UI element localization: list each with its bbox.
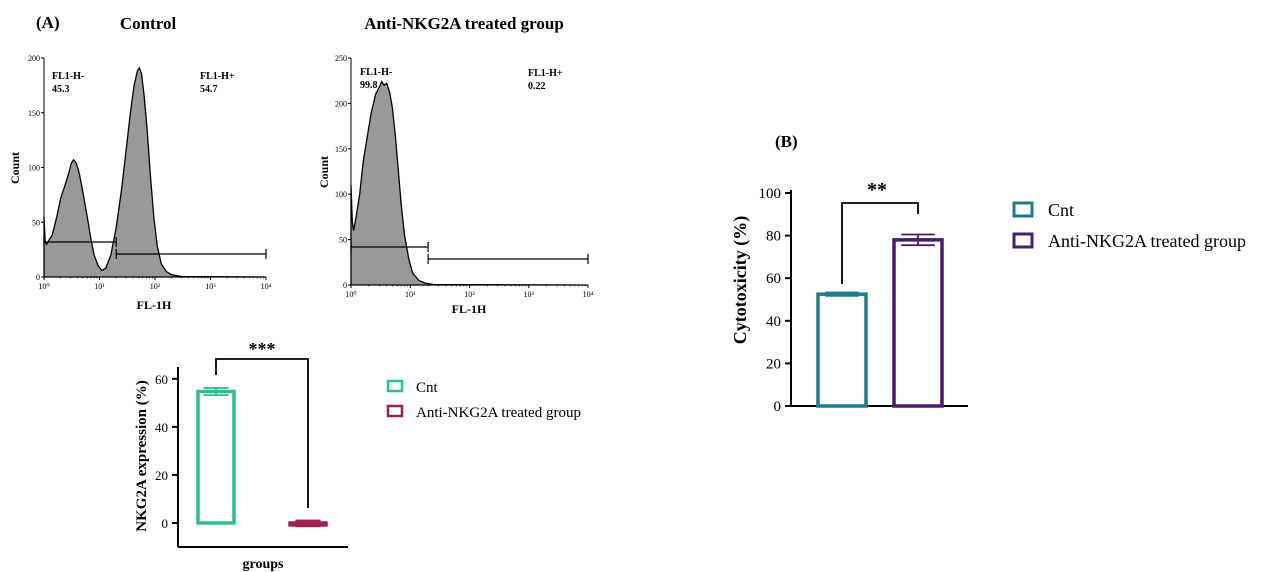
y-tick-label: 40 (155, 420, 168, 435)
x-tick-label: 10² (464, 290, 475, 299)
hist1-gate-pos-value: 54.7 (200, 84, 218, 95)
legend-label-treated: Anti-NKG2A treated group (416, 405, 581, 421)
x-tick-label: 10³ (524, 290, 535, 299)
panel-a-label: (A) (36, 13, 60, 32)
x-tick-label: 10³ (205, 282, 216, 291)
y-tick-label: 100 (28, 164, 40, 173)
legend2-label-treated: Anti-NKG2A treated group (1048, 231, 1246, 251)
treated-histogram: Anti-NKG2A treated group FL1-H- 99.8 FL1… (317, 14, 594, 316)
y-tick-label: 80 (766, 229, 781, 245)
x-tick-label: 10⁰ (38, 282, 49, 291)
y-tick-label: 150 (28, 109, 40, 118)
bar2-ylabel: Cytotoxicity (%) (730, 216, 751, 344)
y-tick-label: 200 (28, 54, 40, 63)
hist2-xlabel: FL-1H (452, 302, 487, 316)
bar2-significance: ** (867, 179, 887, 201)
x-tick-label: 10² (150, 282, 161, 291)
y-tick-label: 50 (339, 236, 347, 245)
bar1-significance: *** (249, 339, 276, 359)
y-tick-label: 0 (162, 516, 169, 531)
y-tick-label: 60 (766, 271, 781, 287)
y-tick-label: 100 (759, 186, 782, 202)
bar (892, 238, 944, 408)
hist2-gate-pos-value: 0.22 (528, 81, 546, 92)
y-tick-label: 100 (335, 190, 347, 199)
hist2-gate-neg-value: 99.8 (360, 80, 378, 91)
control-histogram: Control FL1-H- 45.3 FL1-H+ 54.7 FL-1H Co… (8, 14, 272, 312)
y-tick-label: 50 (32, 218, 40, 227)
y-tick-label: 0 (36, 273, 40, 282)
x-tick-label: 10¹ (94, 282, 105, 291)
legend2-swatch-treated (1012, 232, 1034, 249)
hist2-gate-pos-name: FL1-H+ (528, 68, 563, 79)
bar1-xlabel: groups (243, 557, 285, 572)
histogram-curve (350, 80, 589, 286)
y-tick-label: 200 (335, 99, 347, 108)
y-tick-label: 20 (766, 356, 781, 372)
bar1-legend: Cnt Anti-NKG2A treated group (386, 379, 581, 421)
y-tick-label: 60 (155, 372, 168, 387)
y-tick-label: 250 (335, 54, 347, 63)
hist2-gate-neg-name: FL1-H- (360, 67, 392, 78)
bar (816, 292, 868, 408)
bar1-ylabel: NKG2A expression (%) (134, 380, 150, 531)
hist2-ylabel: Count (317, 156, 331, 188)
hist1-title: Control (120, 14, 177, 33)
x-tick-label: 10⁰ (345, 290, 356, 299)
nkg2a-expression-chart: NKG2A expression (%) groups *** Cnt Anti… (134, 339, 581, 572)
hist1-gate-neg-value: 45.3 (52, 84, 70, 95)
x-tick-label: 10⁴ (583, 290, 594, 299)
x-tick-label: 10¹ (405, 290, 416, 299)
y-tick-label: 0 (343, 281, 347, 290)
hist2-title: Anti-NKG2A treated group (364, 14, 564, 33)
hist1-ylabel: Count (8, 152, 22, 184)
legend2-label-cnt: Cnt (1048, 200, 1074, 220)
cytotoxicity-chart: Cytotoxicity (%) ** Cnt Anti-NKG2A treat… (730, 179, 1246, 415)
hist1-xlabel: FL-1H (137, 298, 172, 312)
legend-swatch-treated (386, 404, 404, 418)
y-tick-label: 40 (766, 314, 781, 330)
y-tick-label: 20 (155, 468, 168, 483)
significance-bracket (841, 202, 919, 284)
histogram-curve (43, 66, 267, 278)
legend-swatch-cnt (386, 379, 404, 393)
significance-bracket (215, 358, 309, 508)
bar (196, 389, 236, 525)
x-tick-label: 10⁴ (261, 282, 272, 291)
legend-label-cnt: Cnt (416, 380, 439, 396)
bar2-legend: Cnt Anti-NKG2A treated group (1012, 200, 1246, 251)
hist1-gate-neg-name: FL1-H- (52, 71, 84, 82)
y-tick-label: 150 (335, 145, 347, 154)
hist1-gate-pos-name: FL1-H+ (200, 71, 235, 82)
panel-b-label: (B) (775, 132, 798, 151)
y-tick-label: 0 (774, 399, 782, 415)
legend2-swatch-cnt (1012, 201, 1034, 218)
